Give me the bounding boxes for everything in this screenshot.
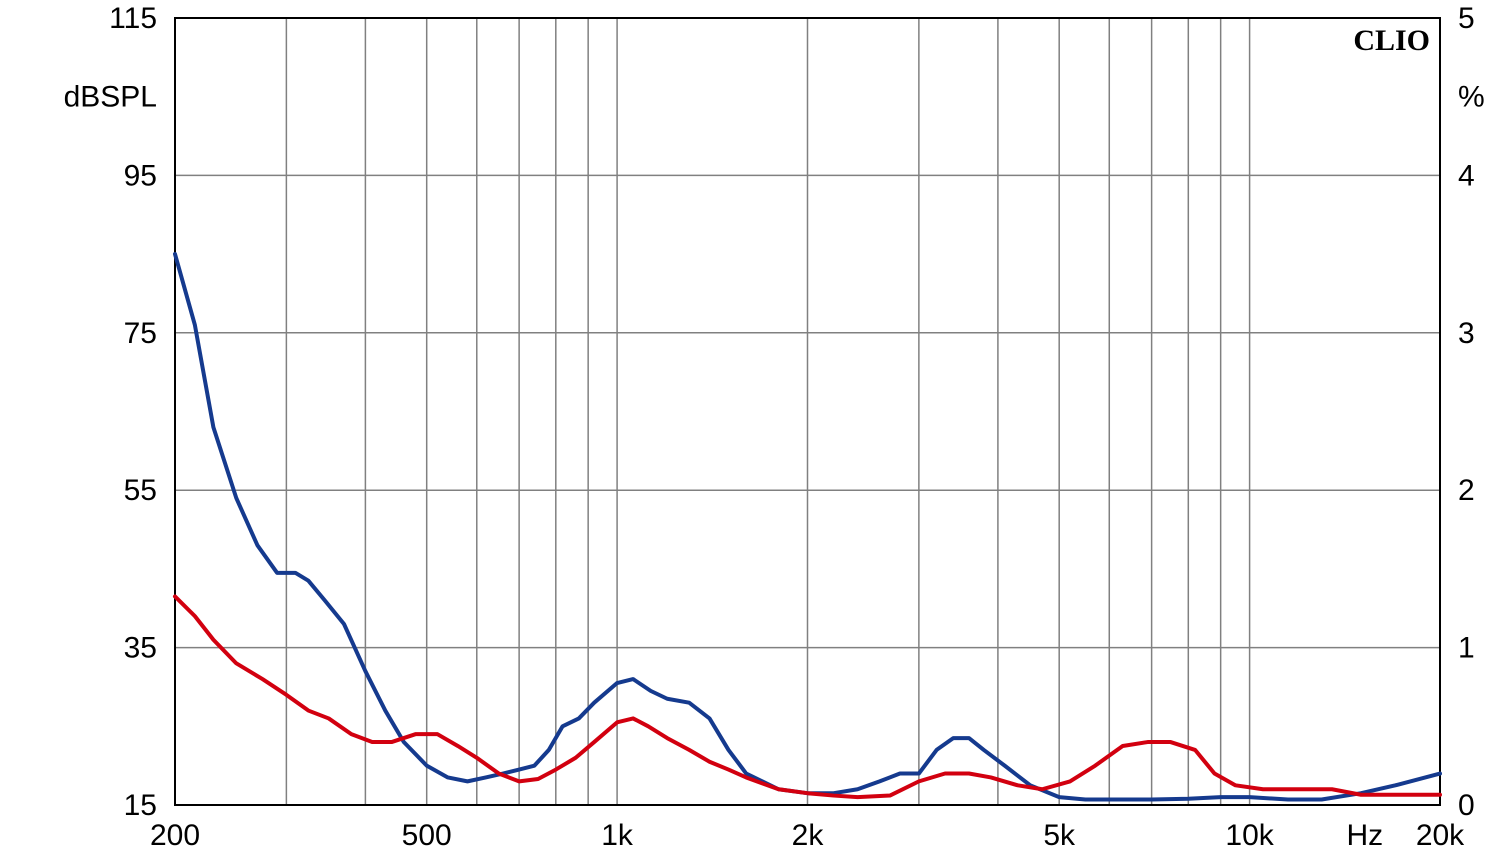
x-tick-label: 10k <box>1225 819 1274 852</box>
y-right-tick-label: 2 <box>1458 474 1475 507</box>
y-right-tick-label: 3 <box>1458 317 1475 350</box>
x-tick-label: 5k <box>1043 819 1076 852</box>
y-right-unit: % <box>1458 81 1485 114</box>
x-tick-label: 20k <box>1416 819 1465 852</box>
y-left-tick-label: 115 <box>109 2 157 35</box>
y-right-tick-label: 0 <box>1458 789 1475 822</box>
y-left-tick-label: 75 <box>124 317 157 350</box>
grid <box>175 18 1440 805</box>
x-unit: Hz <box>1346 819 1383 852</box>
y-right-tick-label: 1 <box>1458 632 1475 665</box>
brand-label: CLIO <box>1353 24 1430 57</box>
chart-container: 15 35 55 75 95 115 dBSPL 0 1 2 3 4 5% 200 500 1k 2k 5k 10k… <box>0 0 1500 864</box>
y-left-tick-label: 55 <box>124 474 157 507</box>
frequency-response-chart: 15 35 55 75 95 115 dBSPL 0 1 2 3 4 5% 200 500 1k 2k 5k 10k… <box>0 0 1500 864</box>
x-tick-label: 2k <box>792 819 825 852</box>
y-right-tick-label: 5 <box>1458 2 1475 35</box>
x-tick-label: 200 <box>150 819 200 852</box>
y-left-tick-label: 15 <box>124 789 157 822</box>
x-tick-label: 500 <box>402 819 452 852</box>
y-right-tick-label: 4 <box>1458 159 1475 192</box>
y-left-tick-label: 35 <box>124 632 157 665</box>
y-left-unit: dBSPL <box>64 81 157 114</box>
x-tick-label: 1k <box>601 819 634 852</box>
y-left-tick-label: 95 <box>124 159 157 192</box>
